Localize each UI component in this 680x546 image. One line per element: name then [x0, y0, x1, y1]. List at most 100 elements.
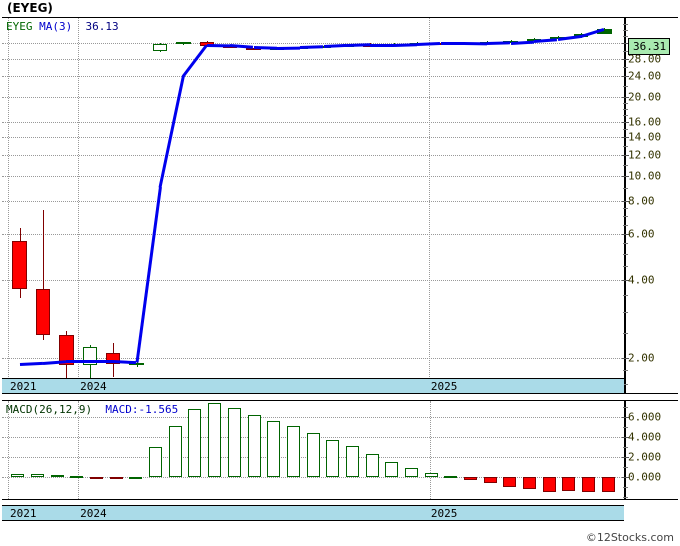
price-gridline	[2, 96, 624, 98]
macd-histogram-bar[interactable]	[109, 477, 123, 479]
macd-histogram-bar[interactable]	[464, 477, 478, 480]
ma-line-segment	[253, 45, 277, 50]
ma-line-segment	[417, 41, 441, 46]
price-date-axis[interactable]: 2021 2024 2025	[2, 378, 624, 394]
price-gridline	[2, 279, 624, 281]
macd-histogram-bar[interactable]	[306, 432, 320, 477]
macd-histogram-bar[interactable]	[444, 475, 458, 478]
candlestick[interactable]	[105, 352, 121, 365]
macd-histogram-bar[interactable]	[385, 461, 399, 477]
macd-histogram-bar[interactable]	[523, 477, 537, 489]
macd-plot-area[interactable]	[2, 401, 624, 499]
macd-legend-name: MACD(26,12,9)	[6, 403, 93, 416]
macd-chart-panel[interactable]: MACD(26,12,9) MACD:-1.565 0.000 2.000 4.00…	[2, 400, 678, 500]
macd-histogram-bar[interactable]	[601, 477, 615, 492]
candlestick[interactable]	[59, 335, 74, 366]
ma-line-segment	[300, 45, 324, 50]
price-tick-mark	[622, 122, 629, 124]
price-minor-tick	[623, 243, 628, 245]
price-tick-label: 20.00	[628, 90, 662, 104]
macd-histogram-bar[interactable]	[562, 477, 576, 491]
price-tick-mark	[622, 96, 629, 98]
macd-histogram-bar[interactable]	[208, 402, 222, 477]
price-gridline	[2, 43, 624, 45]
macd-histogram-bar[interactable]	[582, 477, 596, 492]
price-minor-tick	[623, 370, 628, 372]
price-minor-tick	[623, 254, 628, 256]
macd-tick-label: 0.000	[628, 470, 662, 484]
date-axis-label: 2021	[10, 380, 37, 393]
macd-histogram-bar[interactable]	[11, 473, 25, 477]
price-minor-tick	[623, 294, 628, 296]
macd-gridline	[2, 417, 624, 418]
macd-histogram-bar[interactable]	[168, 425, 182, 477]
macd-tick-mark	[622, 477, 629, 478]
macd-histogram-bar[interactable]	[227, 408, 241, 477]
ma-line-segment	[347, 43, 371, 48]
legend-indicator: MA(3)	[39, 20, 73, 33]
price-tick-label: 6.00	[628, 227, 655, 241]
price-minor-tick	[623, 115, 628, 117]
date-axis-label: 2021	[10, 507, 37, 520]
ma-line-segment	[182, 44, 208, 77]
price-tick-mark	[622, 279, 629, 281]
candlestick[interactable]	[129, 363, 144, 366]
macd-histogram-bar[interactable]	[70, 476, 84, 479]
macd-histogram-bar[interactable]	[424, 472, 438, 477]
macd-histogram-bar[interactable]	[483, 477, 497, 483]
macd-histogram-bar[interactable]	[326, 439, 340, 477]
candle-wick	[43, 209, 44, 341]
macd-year-gridline	[430, 401, 432, 499]
price-gridline	[2, 154, 624, 156]
ma-line-segment	[206, 43, 231, 48]
candlestick[interactable]	[35, 288, 51, 336]
macd-histogram-bar[interactable]	[405, 467, 418, 477]
macd-histogram-bar[interactable]	[31, 474, 44, 477]
price-minor-tick	[623, 164, 628, 166]
price-minor-tick	[623, 145, 628, 147]
macd-histogram-bar[interactable]	[503, 477, 517, 487]
price-chart-panel[interactable]: EYEG MA(3) 36.13 2.00 4.00 6.00 8.00 10.00 12…	[2, 17, 678, 394]
price-minor-tick	[623, 85, 628, 87]
price-plot-area[interactable]	[2, 18, 624, 393]
price-minor-tick	[623, 29, 628, 31]
macd-histogram-bar[interactable]	[365, 454, 379, 477]
macd-histogram-bar[interactable]	[90, 477, 104, 479]
macd-histogram-bar[interactable]	[188, 408, 202, 477]
macd-date-axis[interactable]: 2021 2024 2025	[2, 505, 624, 521]
price-minor-tick	[623, 102, 628, 104]
macd-histogram-bar[interactable]	[286, 426, 300, 477]
candlestick[interactable]	[152, 43, 168, 51]
price-minor-tick	[623, 108, 628, 110]
price-tick-label: 14.00	[628, 130, 662, 144]
macd-gridline	[2, 477, 624, 478]
legend-symbol: EYEG	[6, 20, 33, 33]
page-title: (EYEG)	[7, 1, 53, 15]
macd-histogram-bar[interactable]	[267, 421, 281, 477]
macd-histogram-bar[interactable]	[247, 414, 261, 477]
price-tick-label: 10.00	[628, 169, 662, 183]
ma-line-segment	[158, 75, 185, 188]
macd-year-gridline	[8, 401, 9, 499]
macd-axis-line	[624, 401, 626, 499]
price-tick-mark	[622, 175, 629, 177]
candlestick[interactable]	[176, 42, 191, 45]
ma-line-segment	[276, 46, 301, 50]
price-gridline	[2, 175, 624, 177]
macd-tick-mark	[622, 417, 629, 418]
candlestick[interactable]	[12, 241, 27, 289]
macd-histogram-bar[interactable]	[149, 446, 163, 477]
price-gridline	[2, 137, 624, 139]
price-tick-mark	[622, 58, 629, 60]
date-axis-label: 2025	[430, 380, 458, 393]
macd-histogram-bar[interactable]	[345, 446, 359, 477]
date-axis-label: 2024	[80, 380, 107, 393]
macd-tick-label: 4.000	[628, 430, 662, 444]
macd-histogram-bar[interactable]	[129, 477, 143, 479]
price-tick-mark	[622, 154, 629, 156]
macd-histogram-bar[interactable]	[542, 477, 556, 492]
price-gridline	[2, 122, 624, 124]
macd-histogram-bar[interactable]	[50, 475, 64, 478]
price-minor-tick	[623, 208, 628, 210]
price-tick-label: 24.00	[628, 69, 662, 83]
